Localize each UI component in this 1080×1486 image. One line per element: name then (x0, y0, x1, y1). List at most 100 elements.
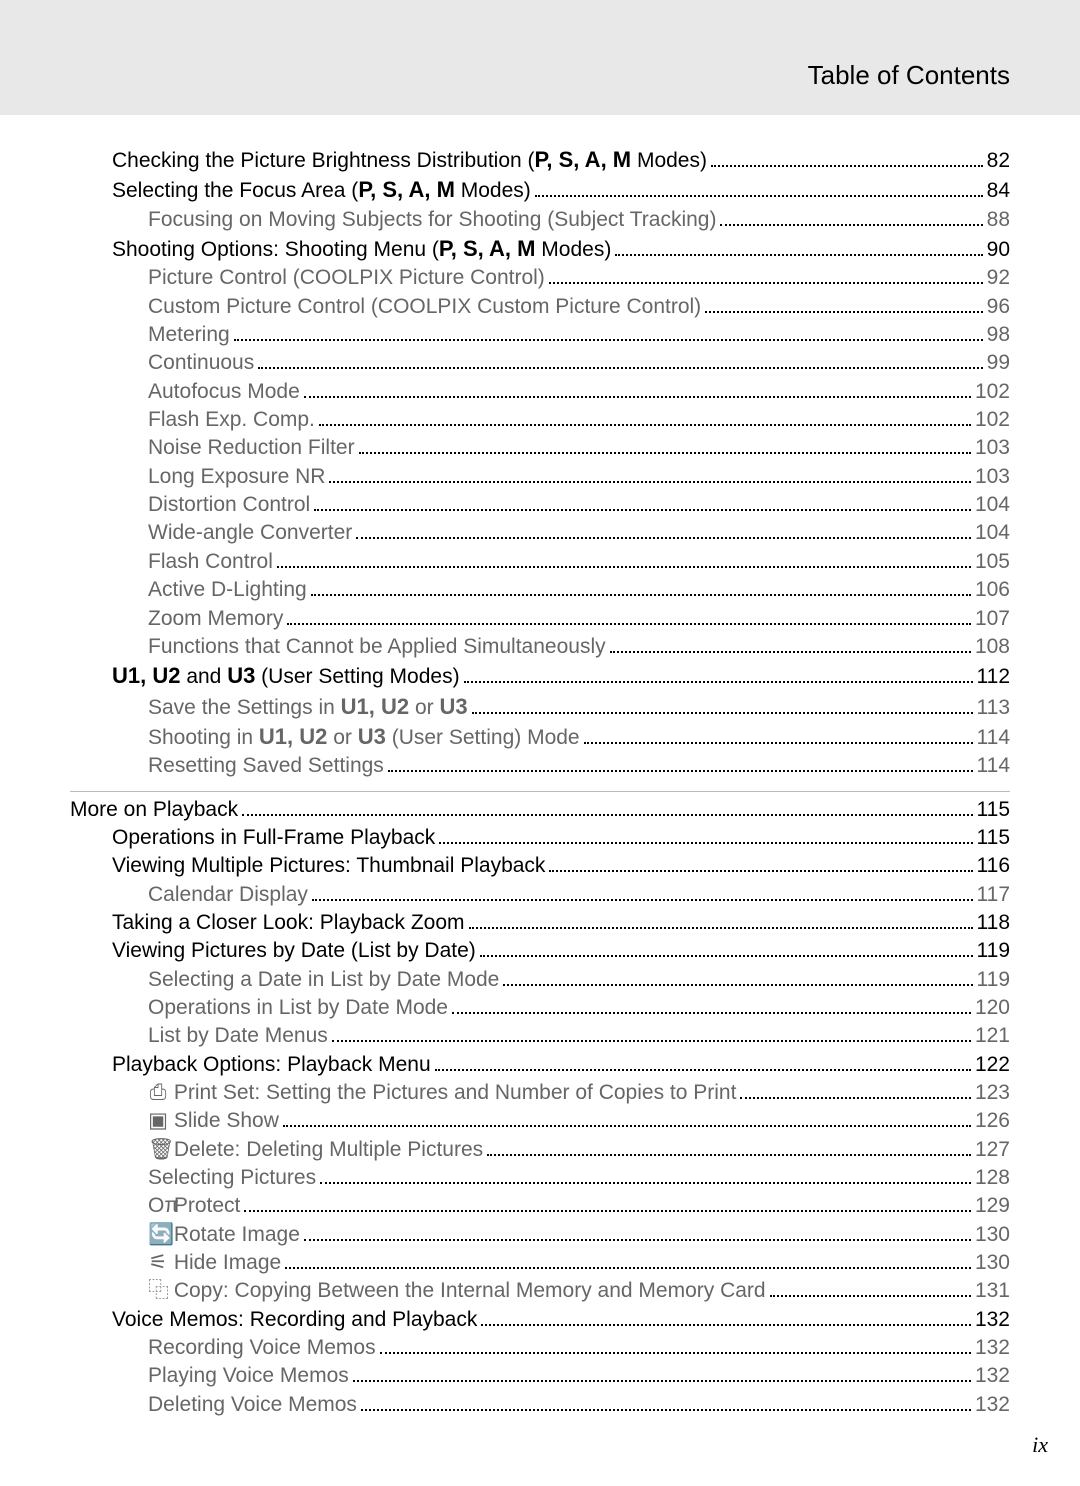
toc-entry[interactable]: Operations in Full-Frame Playback115 (70, 824, 1010, 852)
toc-dots (244, 1210, 971, 1212)
toc-label: Save the Settings in U1, U2 or U3 (148, 692, 468, 722)
toc-dots (464, 681, 973, 683)
toc-page: 126 (975, 1107, 1010, 1135)
toc-entry[interactable]: Checking the Picture Brightness Distribu… (70, 145, 1010, 175)
toc-entry[interactable]: List by Date Menus121 (70, 1022, 1010, 1050)
toc-dots (311, 594, 971, 596)
toc-page: 104 (975, 491, 1010, 519)
toc-label: 🗑 Delete: Deleting Multiple Pictures (148, 1136, 483, 1164)
toc-label: Autofocus Mode (148, 378, 300, 406)
toc-entry[interactable]: Functions that Cannot be Applied Simulta… (70, 633, 1010, 661)
toc-entry[interactable]: Focusing on Moving Subjects for Shooting… (70, 206, 1010, 234)
toc-entry[interactable]: Selecting a Date in List by Date Mode119 (70, 966, 1010, 994)
toc-entry[interactable]: Custom Picture Control (COOLPIX Custom P… (70, 293, 1010, 321)
toc-page: 92 (987, 264, 1010, 292)
toc-page: 82 (987, 147, 1010, 175)
toc-label: Distortion Control (148, 491, 310, 519)
toc-entry[interactable]: Continuous99 (70, 349, 1010, 377)
toc-entry[interactable]: Playback Options: Playback Menu122 (70, 1051, 1010, 1079)
toc-label: Flash Control (148, 548, 273, 576)
toc-section-title[interactable]: More on Playback 115 (70, 796, 1010, 824)
toc-entry[interactable]: 🔄 Rotate Image 130 (70, 1221, 1010, 1249)
toc-dots (388, 770, 973, 772)
toc-dots (242, 814, 972, 816)
toc-entry[interactable]: Flash Control105 (70, 548, 1010, 576)
toc-entry[interactable]: Zoom Memory107 (70, 605, 1010, 633)
toc-entry[interactable]: Wide-angle Converter104 (70, 519, 1010, 547)
toc-dots (535, 195, 983, 197)
toc-dots (359, 452, 971, 454)
toc-label: 🔄 Rotate Image (148, 1221, 300, 1249)
toc-entry[interactable]: Playing Voice Memos132 (70, 1362, 1010, 1390)
toc-dots (770, 1295, 971, 1297)
toc-dots (304, 1239, 971, 1241)
toc-page: 127 (975, 1136, 1010, 1164)
toc-entry[interactable]: Save the Settings in U1, U2 or U3113 (70, 692, 1010, 722)
toc-entry[interactable]: Noise Reduction Filter103 (70, 434, 1010, 462)
toc-dots (503, 984, 972, 986)
toc-entry[interactable]: Shooting Options: Shooting Menu (P, S, A… (70, 234, 1010, 264)
toc-dots (314, 509, 971, 511)
toc-dots (610, 651, 971, 653)
toc-entry[interactable]: Distortion Control 104 (70, 491, 1010, 519)
toc-entry[interactable]: ⚟ Hide Image130 (70, 1249, 1010, 1277)
toc-entry[interactable]: Recording Voice Memos132 (70, 1334, 1010, 1362)
toc-entry[interactable]: Calendar Display117 (70, 881, 1010, 909)
toc-page: 114 (977, 724, 1010, 752)
toc-entry[interactable]: Flash Exp. Comp.102 (70, 406, 1010, 434)
toc-entry[interactable]: Taking a Closer Look: Playback Zoom 118 (70, 909, 1010, 937)
toc-dots (615, 254, 982, 256)
toc-entry[interactable]: Autofocus Mode 102 (70, 378, 1010, 406)
toc-entry[interactable]: Long Exposure NR103 (70, 463, 1010, 491)
toc-entry[interactable]: Picture Control (COOLPIX Picture Control… (70, 264, 1010, 292)
toc-dots (285, 1267, 971, 1269)
toc-page: 118 (977, 909, 1010, 937)
toc-dots (481, 1324, 971, 1326)
toc-dots (740, 1097, 971, 1099)
toc-dots (435, 1069, 971, 1071)
toc-page: 120 (975, 994, 1010, 1022)
toc-label: Operations in Full-Frame Playback (112, 824, 435, 852)
toc-entry[interactable]: Active D-Lighting106 (70, 576, 1010, 604)
toc-label: Taking a Closer Look: Playback Zoom (112, 909, 465, 937)
toc-page: 131 (975, 1277, 1010, 1305)
toc-entry[interactable]: ⎙ Print Set: Setting the Pictures and Nu… (70, 1079, 1010, 1107)
toc-label: Viewing Multiple Pictures: Thumbnail Pla… (112, 852, 545, 880)
toc-entry[interactable]: Deleting Voice Memos132 (70, 1391, 1010, 1419)
toc-label: Shooting in U1, U2 or U3 (User Setting) … (148, 722, 580, 752)
toc-entry[interactable]: Resetting Saved Settings114 (70, 752, 1010, 780)
toc-page: 119 (977, 937, 1010, 965)
toc-dots (380, 1352, 971, 1354)
toc-dots (452, 1012, 971, 1014)
toc-page: 123 (975, 1079, 1010, 1107)
toc-entry[interactable]: Metering98 (70, 321, 1010, 349)
toc-page: 112 (977, 663, 1010, 691)
toc-label: Playback Options: Playback Menu (112, 1051, 431, 1079)
delete-icon: 🗑 (148, 1136, 168, 1164)
toc-entry[interactable]: Voice Memos: Recording and Playback132 (70, 1306, 1010, 1334)
toc-entry[interactable]: ▣ Slide Show126 (70, 1107, 1010, 1135)
toc-label: Resetting Saved Settings (148, 752, 384, 780)
toc-label: Recording Voice Memos (148, 1334, 376, 1362)
toc-page: 102 (975, 378, 1010, 406)
toc-entry[interactable]: Viewing Pictures by Date (List by Date)1… (70, 937, 1010, 965)
toc-dots (356, 537, 971, 539)
toc-label: ⿻ Copy: Copying Between the Internal Mem… (148, 1277, 766, 1305)
toc-dots (312, 899, 973, 901)
toc-entry[interactable]: Viewing Multiple Pictures: Thumbnail Pla… (70, 852, 1010, 880)
toc-entry[interactable]: Oπ Protect129 (70, 1192, 1010, 1220)
toc-entry[interactable]: Selecting Pictures128 (70, 1164, 1010, 1192)
toc-entry[interactable]: Operations in List by Date Mode120 (70, 994, 1010, 1022)
toc-entry[interactable]: 🗑 Delete: Deleting Multiple Pictures 127 (70, 1136, 1010, 1164)
toc-label: Zoom Memory (148, 605, 283, 633)
toc-page: 132 (975, 1306, 1010, 1334)
toc-label: Custom Picture Control (COOLPIX Custom P… (148, 293, 701, 321)
toc-page: 130 (975, 1221, 1010, 1249)
hide-icon: ⚟ (148, 1249, 168, 1277)
toc-entry[interactable]: U1, U2 and U3 (User Setting Modes)112 (70, 661, 1010, 691)
toc-dots (469, 927, 973, 929)
toc-entry[interactable]: ⿻ Copy: Copying Between the Internal Mem… (70, 1277, 1010, 1305)
toc-label: Noise Reduction Filter (148, 434, 355, 462)
toc-entry[interactable]: Selecting the Focus Area (P, S, A, M Mod… (70, 175, 1010, 205)
toc-entry[interactable]: Shooting in U1, U2 or U3 (User Setting) … (70, 722, 1010, 752)
